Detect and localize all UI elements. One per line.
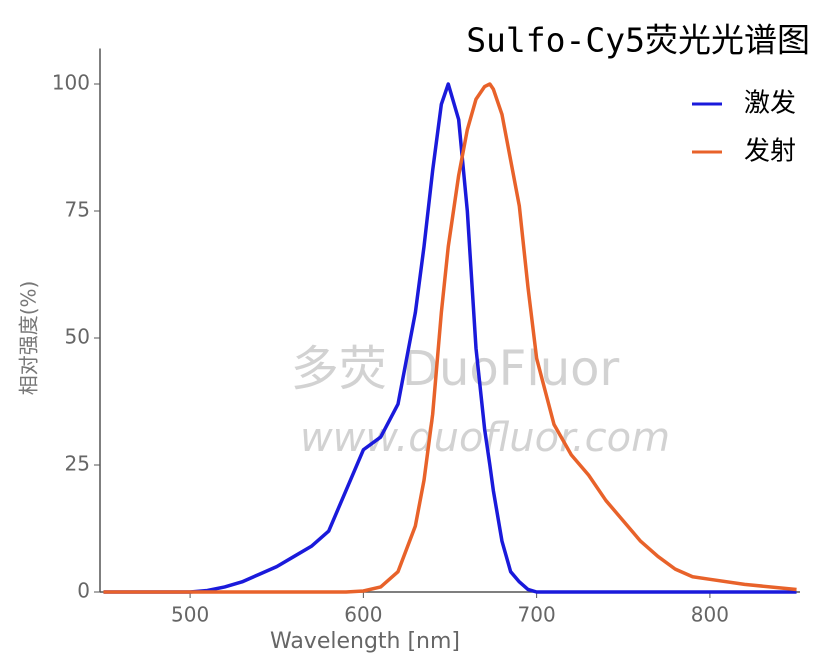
y-axis-label: 相对强度(%) bbox=[17, 281, 41, 396]
series-line bbox=[103, 82, 797, 594]
x-tick-label: 600 bbox=[344, 603, 382, 627]
series-line bbox=[103, 82, 797, 594]
x-tick-label: 500 bbox=[171, 603, 209, 627]
x-tick-label: 700 bbox=[518, 603, 556, 627]
y-tick-label: 50 bbox=[65, 325, 90, 349]
y-tick-label: 0 bbox=[77, 579, 90, 603]
y-tick-label: 25 bbox=[65, 452, 90, 476]
x-axis-label: Wavelength [nm] bbox=[270, 629, 460, 654]
chart-title: Sulfo-Cy5荧光光谱图 bbox=[466, 21, 810, 60]
y-tick-label: 100 bbox=[52, 71, 90, 95]
y-tick-label: 75 bbox=[65, 198, 90, 222]
x-tick-label: 800 bbox=[691, 603, 729, 627]
watermark: 多荧 DuoFluor bbox=[291, 341, 620, 397]
legend-label: 发射 bbox=[744, 137, 796, 167]
legend-label: 激发 bbox=[744, 89, 796, 119]
